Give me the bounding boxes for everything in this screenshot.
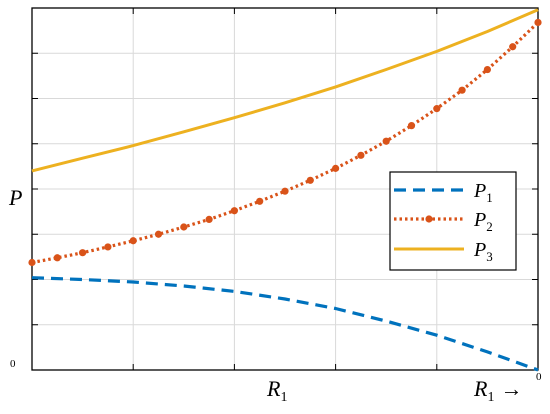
series-point-p2 <box>154 230 163 238</box>
series-point-p2 <box>104 243 112 251</box>
series-line-p1 <box>31 276 539 372</box>
grid-lines <box>32 8 538 370</box>
x-end-label-main: R <box>473 376 488 401</box>
legend: P1 P2 P3 <box>389 171 517 271</box>
series-line-p2 <box>31 21 540 265</box>
axis-ticks <box>32 8 538 370</box>
series-point-p2 <box>433 105 441 113</box>
series-point-p2 <box>483 65 491 74</box>
series-point-p2 <box>53 254 61 262</box>
series-line-p3 <box>31 8 539 173</box>
x-end-arrow: → <box>500 376 522 401</box>
series-point-p2 <box>534 18 542 27</box>
series-layer <box>28 8 542 372</box>
series-point-p2 <box>79 249 87 257</box>
series-point-p2 <box>458 86 466 94</box>
legend-label-p3: P3 <box>473 239 493 264</box>
legend-marker <box>425 215 433 223</box>
series-point-p2 <box>382 137 390 145</box>
series-point-p2 <box>256 197 264 205</box>
x-end-value: 0 <box>536 371 542 383</box>
series-point-p2 <box>28 258 36 267</box>
x-end-label-sub: 1 <box>487 390 494 405</box>
series-point-p2 <box>357 151 365 159</box>
y-origin-label: 0 <box>10 358 16 370</box>
legend-label-p2: P2 <box>473 209 493 234</box>
series-point-p2 <box>129 237 137 245</box>
x-axis-label: R1 <box>266 376 287 405</box>
y-axis-label: P <box>8 185 22 210</box>
series-point-p2 <box>509 43 517 51</box>
series-point-p2 <box>180 223 188 231</box>
x-end-label: R1 → <box>473 376 522 405</box>
x-axis-label-sub: 1 <box>280 390 287 405</box>
legend-box <box>389 171 517 271</box>
series-point-p2 <box>230 207 238 215</box>
series-point-p2 <box>306 176 314 184</box>
series-point-p2 <box>332 164 340 172</box>
series-point-p2 <box>281 187 289 195</box>
x-axis-label-main: R <box>266 376 281 401</box>
series-point-p2 <box>205 215 213 224</box>
legend-label-p1: P1 <box>473 180 493 205</box>
series-point-p2 <box>407 122 416 130</box>
plot-frame <box>31 7 539 371</box>
